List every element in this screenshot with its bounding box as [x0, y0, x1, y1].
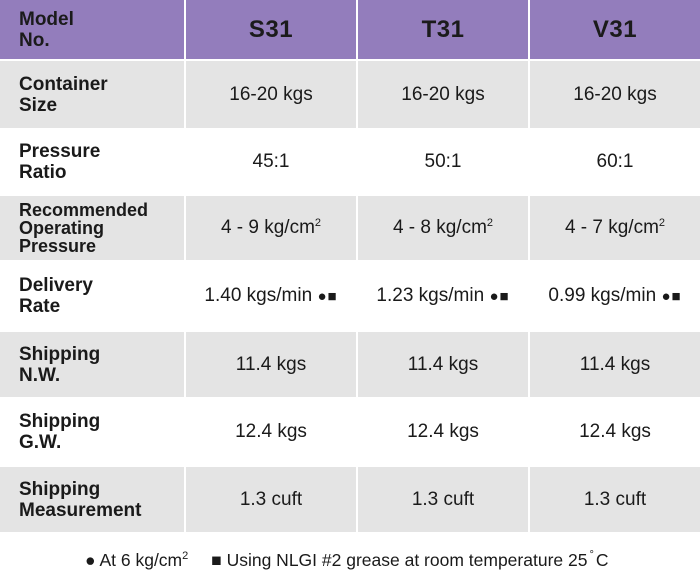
- header-row: Model No. S31 T31 V31: [0, 0, 700, 59]
- label-line1: Shipping: [19, 478, 101, 500]
- label-line1: Shipping: [19, 343, 101, 365]
- temperature-unit: C: [595, 550, 609, 570]
- footnote-marks: ●■: [489, 288, 510, 305]
- value-v31: 16-20 kgs: [530, 59, 700, 128]
- footnote-superscript: 2: [182, 550, 189, 562]
- label-line1: Container: [19, 73, 108, 95]
- row-label: Shipping Measurement: [0, 465, 186, 532]
- row-shipping-gw: Shipping G.W. 12.4 kgs 12.4 kgs 12.4 kgs: [0, 397, 700, 465]
- value-text: 0.99 kgs/min: [548, 285, 657, 306]
- value-t31: 1.23 kgs/min ●■: [358, 260, 530, 330]
- label-line2: N.W.: [19, 364, 61, 386]
- value-v31: 11.4 kgs: [530, 330, 700, 397]
- value-t31: 50:1: [358, 128, 530, 194]
- value-t31: 1.3 cuft: [358, 465, 530, 532]
- superscript: 2: [486, 217, 494, 229]
- value-s31: 16-20 kgs: [186, 59, 358, 128]
- row-shipping-nw: Shipping N.W. 11.4 kgs 11.4 kgs 11.4 kgs: [0, 330, 700, 397]
- label-line2: Size: [19, 94, 58, 116]
- model-label-line1: Model: [19, 8, 74, 30]
- value-s31: 1.40 kgs/min ●■: [186, 260, 358, 330]
- value-text: 4 - 7 kg/cm: [564, 217, 659, 238]
- value-s31: 1.3 cuft: [186, 465, 358, 532]
- row-label: Shipping N.W.: [0, 330, 186, 397]
- value-t31: 12.4 kgs: [358, 397, 530, 465]
- row-container-size: Container Size 16-20 kgs 16-20 kgs 16-20 …: [0, 59, 700, 128]
- model-v31: V31: [530, 0, 700, 59]
- spec-table: Model No. S31 T31 V31 Container Size 16-20…: [0, 0, 700, 532]
- value-text: 1.40 kgs/min: [204, 285, 313, 306]
- value-text: 1.23 kgs/min: [376, 285, 485, 306]
- value-text: 4 - 9 kg/cm: [220, 217, 315, 238]
- value-v31: 0.99 kgs/min ●■: [530, 260, 700, 330]
- model-no-label: Model No.: [0, 0, 186, 59]
- value-t31: 4 - 8 kg/cm2: [358, 194, 530, 260]
- row-delivery-rate: Delivery Rate 1.40 kgs/min ●■ 1.23 kgs/mi…: [0, 260, 700, 330]
- footnote-grease-text: ■ Using NLGI #2 grease at room temperatu…: [211, 550, 588, 570]
- label-line1: Shipping: [19, 411, 101, 432]
- label-line1: Delivery: [19, 275, 93, 296]
- row-label: Recommended Operating Pressure: [0, 194, 186, 260]
- value-t31: 16-20 kgs: [358, 59, 530, 128]
- row-operating-pressure: Recommended Operating Pressure 4 - 9 kg/cm…: [0, 194, 700, 260]
- row-label: Delivery Rate: [0, 260, 186, 330]
- superscript: 2: [314, 217, 322, 229]
- value-s31: 11.4 kgs: [186, 330, 358, 397]
- value-t31: 11.4 kgs: [358, 330, 530, 397]
- value-v31: 1.3 cuft: [530, 465, 700, 532]
- degree-symbol: °: [589, 549, 594, 561]
- label-line3: Pressure: [19, 236, 97, 256]
- footnote-marks: ●■: [317, 288, 338, 305]
- row-pressure-ratio: Pressure Ratio 45:1 50:1 60:1: [0, 128, 700, 194]
- footnote-marks: ●■: [661, 288, 682, 305]
- label-line2: G.W.: [19, 432, 62, 453]
- value-s31: 4 - 9 kg/cm2: [186, 194, 358, 260]
- label-line2: Rate: [19, 296, 61, 317]
- footnote-grease: ■ Using NLGI #2 grease at room temperatu…: [211, 550, 608, 571]
- row-label: Pressure Ratio: [0, 128, 186, 194]
- value-text: 4 - 8 kg/cm: [392, 217, 487, 238]
- label-line2: Operating: [19, 218, 105, 238]
- row-label: Shipping G.W.: [0, 397, 186, 465]
- value-v31: 4 - 7 kg/cm2: [530, 194, 700, 260]
- value-s31: 45:1: [186, 128, 358, 194]
- footnotes: ● At 6 kg/cm2 ■ Using NLGI #2 grease at …: [85, 550, 609, 571]
- model-s31: S31: [186, 0, 358, 59]
- label-line2: Measurement: [19, 499, 142, 521]
- value-v31: 60:1: [530, 128, 700, 194]
- value-v31: 12.4 kgs: [530, 397, 700, 465]
- label-line1: Recommended: [19, 200, 149, 220]
- footnote-pressure: ● At 6 kg/cm2: [85, 550, 188, 571]
- footnote-pressure-text: ● At 6 kg/cm: [85, 550, 183, 570]
- value-s31: 12.4 kgs: [186, 397, 358, 465]
- model-label-line2: No.: [19, 29, 50, 51]
- row-shipping-measurement: Shipping Measurement 1.3 cuft 1.3 cuft 1.…: [0, 465, 700, 532]
- label-line1: Pressure: [19, 141, 101, 162]
- label-line2: Ratio: [19, 162, 67, 183]
- model-t31: T31: [358, 0, 530, 59]
- row-label: Container Size: [0, 59, 186, 128]
- superscript: 2: [658, 217, 666, 229]
